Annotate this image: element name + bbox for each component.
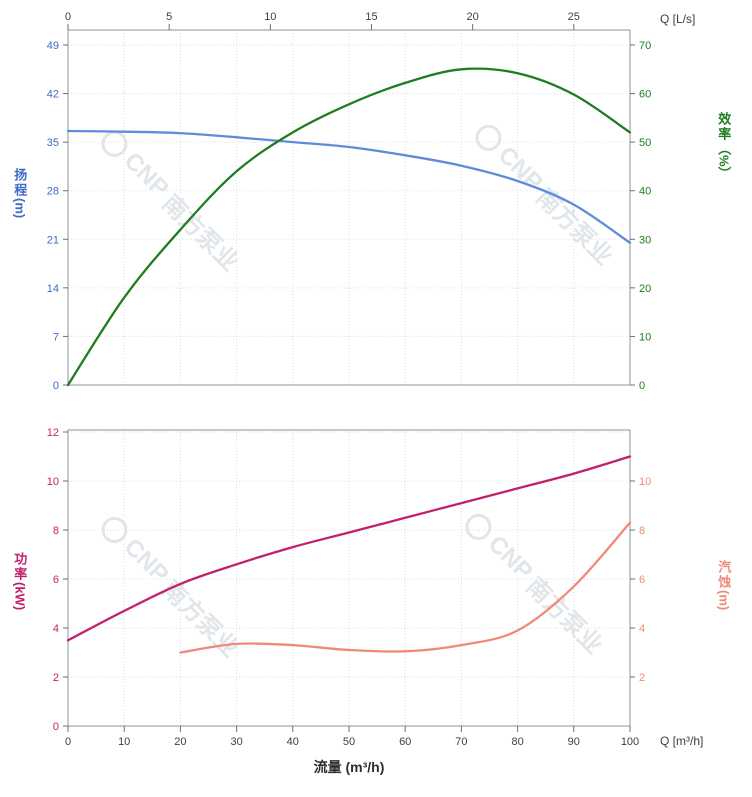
- power-axis-title-text: 功率: [12, 552, 28, 582]
- right-axis-tick-label: 6: [639, 574, 645, 586]
- bottom-axis-tick-label: 70: [455, 736, 467, 748]
- right-axis-tick-label: 4: [639, 623, 645, 635]
- left-axis-tick-label: 6: [53, 574, 59, 586]
- bottom-axis-tick-label: 10: [118, 736, 130, 748]
- left-axis-tick-label: 42: [47, 89, 59, 101]
- left-axis-tick-label: 35: [47, 137, 59, 149]
- left-axis-tick-label: 0: [53, 721, 59, 733]
- head-axis-title: 扬程(m): [12, 168, 28, 219]
- left-axis-tick-label: 4: [53, 623, 59, 635]
- right-axis-tick-label: 70: [639, 40, 651, 52]
- power-axis-unit: (kW): [12, 582, 28, 611]
- left-axis-tick-label: 8: [53, 525, 59, 537]
- left-axis-tick-label: 21: [47, 234, 59, 246]
- curve-efficiency: [66, 67, 632, 387]
- head-axis-unit: (m): [12, 198, 28, 219]
- right-axis-tick-label: 2: [639, 672, 645, 684]
- curve-head: [66, 129, 632, 244]
- right-axis-tick-label: 30: [639, 234, 651, 246]
- left-axis-tick-label: 49: [47, 40, 59, 52]
- efficiency-axis-unit: （%）: [716, 142, 732, 180]
- curve-npsh: [179, 521, 632, 654]
- efficiency-axis-title-text: 效率: [716, 112, 732, 142]
- bottom-axis-tick-label: 80: [511, 736, 523, 748]
- right-axis-tick-label: 10: [639, 331, 651, 343]
- top-axis-tick-label: 10: [264, 11, 276, 23]
- bottom-axis-tick-label: 0: [65, 736, 71, 748]
- panel-frame: [67, 29, 631, 386]
- curve-power: [66, 455, 632, 642]
- efficiency-axis-title: 效率（%）: [716, 112, 732, 180]
- bottom-axis-tick-label: 20: [174, 736, 186, 748]
- right-axis-tick-label: 10: [639, 476, 651, 488]
- left-axis-tick-label: 2: [53, 672, 59, 684]
- npsh-axis-title: 汽蚀(m): [716, 560, 732, 611]
- bottom-axis-tick-label: 50: [343, 736, 355, 748]
- left-axis-tick-label: 12: [47, 427, 59, 439]
- right-axis-tick-label: 20: [639, 283, 651, 295]
- left-axis-tick-label: 28: [47, 186, 59, 198]
- top-axis-tick-label: 15: [365, 11, 377, 23]
- npsh-axis-title-text: 汽蚀: [716, 560, 732, 590]
- bottom-axis-tick-label: 30: [230, 736, 242, 748]
- bottom-axis-tick-label: 40: [287, 736, 299, 748]
- bottom-axis-tick-label: 100: [621, 736, 639, 748]
- top-axis-tick-label: 25: [568, 11, 580, 23]
- left-axis-tick-label: 14: [47, 283, 59, 295]
- right-axis-tick-label: 60: [639, 89, 651, 101]
- bottom-axis-tick-label: 60: [399, 736, 411, 748]
- top-axis-tick-label: 0: [65, 11, 71, 23]
- right-axis-tick-label: 8: [639, 525, 645, 537]
- left-axis-tick-label: 7: [53, 331, 59, 343]
- top-axis-tick-label: 5: [166, 11, 172, 23]
- bottom-axis-unit-label: Q [m³/h]: [660, 734, 704, 748]
- top-axis-unit-label: Q [L/s]: [660, 12, 696, 26]
- right-axis-tick-label: 40: [639, 186, 651, 198]
- top-axis-tick-label: 20: [467, 11, 479, 23]
- right-axis-tick-label: 0: [639, 380, 645, 392]
- power-axis-title: 功率(kW): [12, 552, 28, 611]
- head-axis-title-text: 扬程: [12, 168, 28, 198]
- npsh-axis-unit: (m): [716, 590, 732, 611]
- flow-axis-title: 流量 (m³/h): [313, 759, 385, 775]
- right-axis-tick-label: 50: [639, 137, 651, 149]
- bottom-axis-tick-label: 90: [568, 736, 580, 748]
- left-axis-tick-label: 0: [53, 380, 59, 392]
- left-axis-tick-label: 10: [47, 476, 59, 488]
